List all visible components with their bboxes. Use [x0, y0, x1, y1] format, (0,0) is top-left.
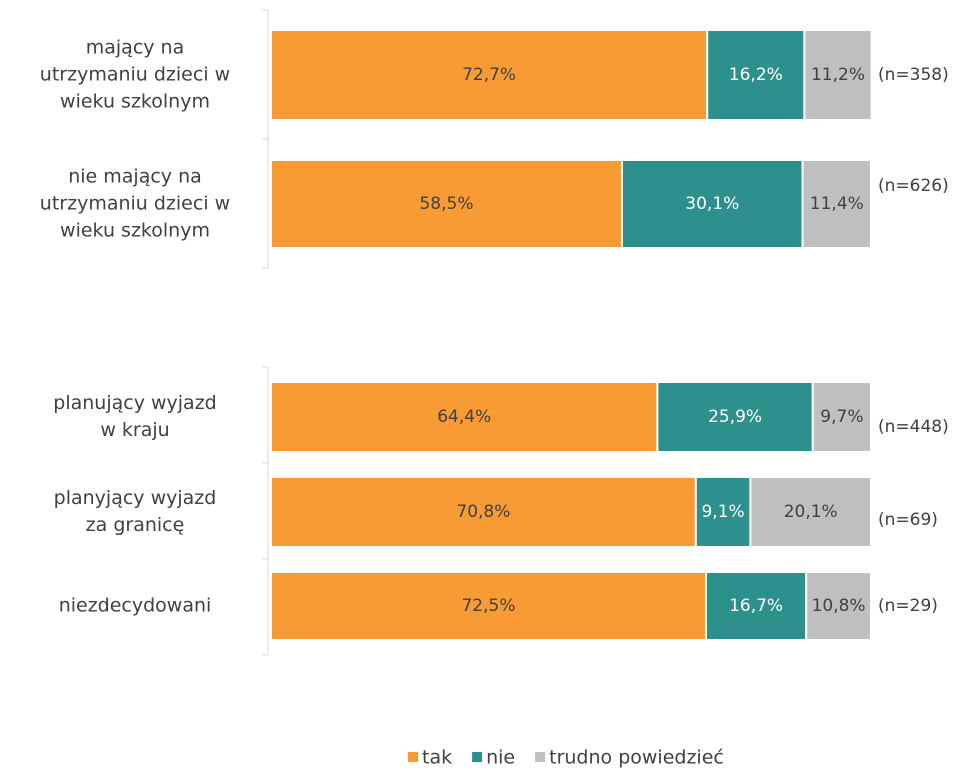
value-label: 64,4% [437, 407, 491, 427]
legend-label: nie [486, 747, 515, 769]
bar-segment [749, 476, 873, 548]
sample-size: (n=626) [878, 176, 949, 196]
sample-size: (n=448) [878, 417, 949, 437]
legend-label: tak [422, 747, 452, 769]
sample-size: (n=358) [878, 65, 949, 85]
bar-segment [270, 571, 707, 641]
bar-segment [270, 381, 659, 453]
bar-segment [270, 159, 623, 249]
bar-segment [805, 571, 873, 641]
bar-segment [694, 476, 752, 548]
value-label: 16,2% [729, 65, 783, 85]
category-label: mający na utrzymaniu dzieci w wieku szko… [39, 36, 231, 113]
bar-segment [656, 381, 814, 453]
value-label: 30,1% [685, 194, 739, 214]
bar-segment [801, 159, 872, 249]
value-label: 9,1% [701, 502, 744, 522]
bar-segment [811, 381, 872, 453]
category-label: planyjący wyjazd za granicę [53, 487, 217, 536]
value-label: 72,7% [462, 65, 516, 85]
value-label: 16,7% [729, 596, 783, 616]
bar-segment [706, 29, 806, 121]
value-label: 11,4% [810, 194, 864, 214]
value-label: 11,2% [811, 65, 865, 85]
value-label: 70,8% [456, 502, 510, 522]
legend-swatch [535, 752, 546, 762]
value-label: 72,5% [461, 596, 515, 616]
category-label: planujący wyjazd w kraju [53, 392, 217, 441]
value-label: 9,7% [820, 407, 863, 427]
category-label: nie mający na utrzymaniu dzieci w wieku … [39, 165, 231, 242]
value-label: 20,1% [784, 502, 838, 522]
legend-label: trudno powiedzieć [549, 747, 724, 769]
category-axis [262, 9, 269, 656]
sample-size: (n=69) [878, 510, 938, 530]
category-label: niezdecydowani [58, 594, 212, 617]
value-label: 25,9% [708, 407, 762, 427]
value-label: 10,8% [812, 596, 866, 616]
value-label: 58,5% [419, 194, 473, 214]
bar-segment [621, 159, 804, 249]
bar-segment [803, 29, 873, 121]
bar-segment [270, 476, 697, 548]
legend-swatch [408, 752, 418, 762]
sample-size: (n=29) [878, 596, 938, 616]
legend-swatch [472, 752, 483, 762]
